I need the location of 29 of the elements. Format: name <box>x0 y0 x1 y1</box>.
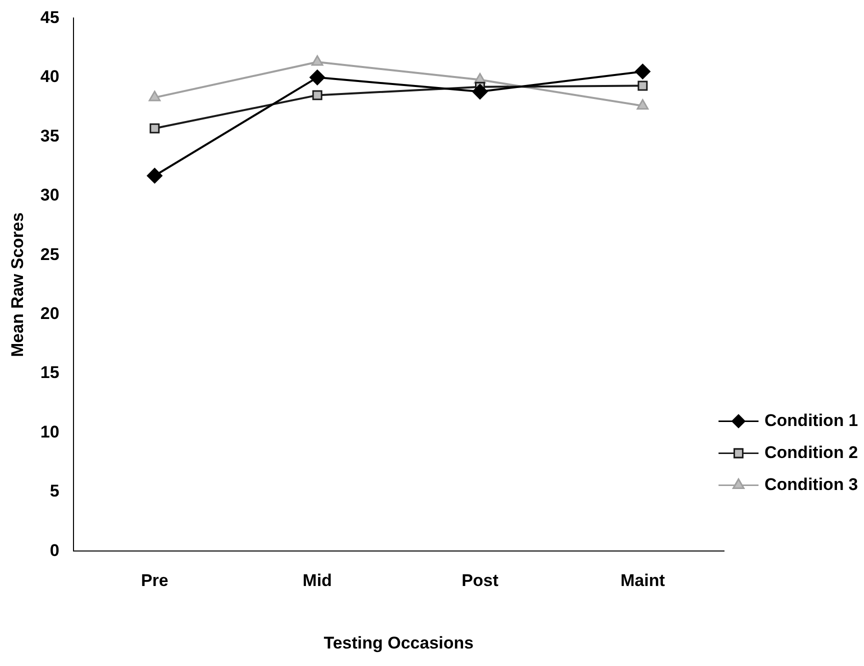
y-tick-label: 15 <box>40 363 60 382</box>
y-tick-label: 45 <box>40 8 60 27</box>
x-tick-label: Mid <box>302 571 332 590</box>
y-tick-label: 30 <box>40 186 60 205</box>
point <box>311 55 324 66</box>
point <box>148 90 161 102</box>
point <box>638 80 648 91</box>
point <box>312 90 322 100</box>
point <box>472 84 488 100</box>
point <box>636 99 649 110</box>
y-tick-label: 35 <box>40 126 60 146</box>
y-tick-label: 20 <box>40 304 60 323</box>
y-tick-label: 25 <box>40 244 60 264</box>
x-tick-label: Maint <box>620 571 666 590</box>
x-axis-title: Testing Occasions <box>324 633 474 652</box>
x-tick-label: Pre <box>140 571 168 590</box>
y-tick-label: 10 <box>40 422 60 442</box>
legend-label: Condition 1 <box>764 410 858 430</box>
point <box>634 64 650 80</box>
x-tick-label: Post <box>462 571 499 590</box>
point <box>310 70 326 86</box>
y-tick-label: 0 <box>50 540 60 560</box>
point <box>150 123 160 134</box>
y-tick-label: 40 <box>40 67 60 86</box>
y-tick-label: 5 <box>50 482 60 501</box>
point <box>146 168 162 184</box>
y-axis-title: Mean Raw Scores <box>8 212 27 357</box>
legend-label: Condition 3 <box>764 474 858 494</box>
legend-label: Condition 2 <box>764 442 858 462</box>
